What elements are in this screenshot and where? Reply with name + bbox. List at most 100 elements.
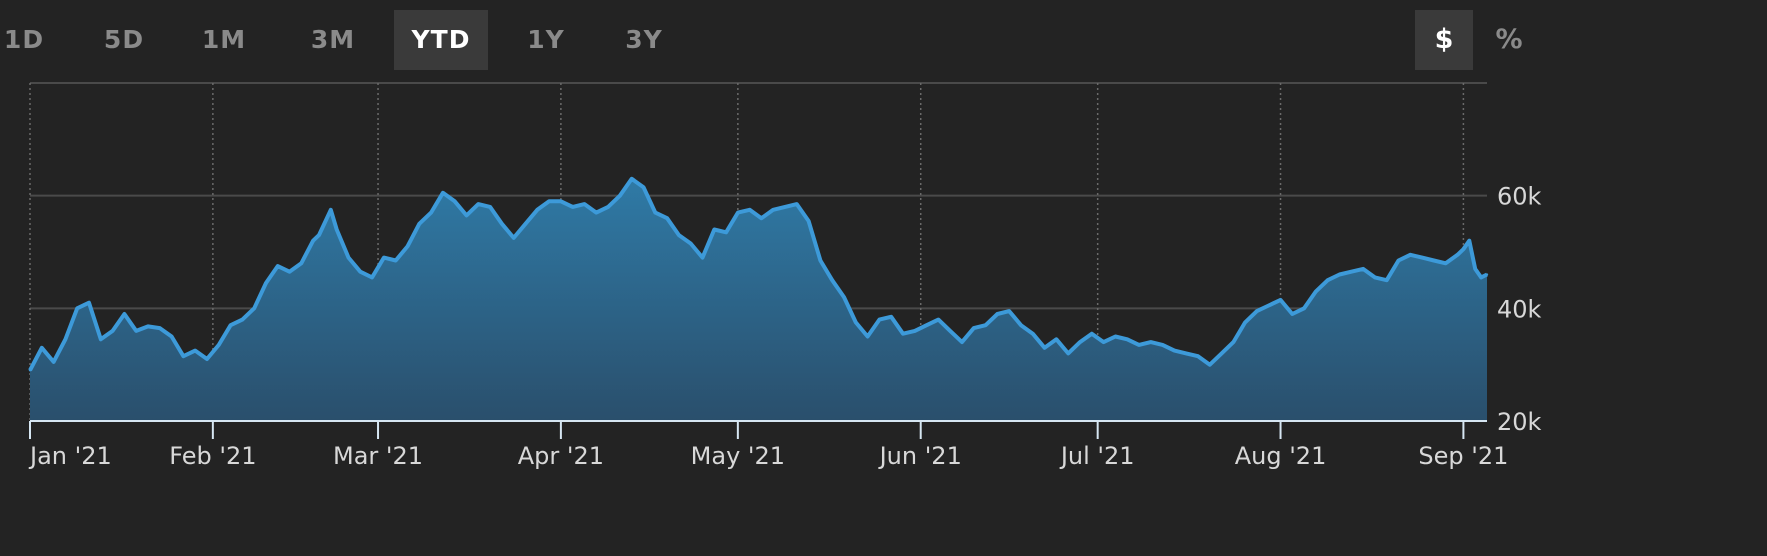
data-point [52, 360, 55, 364]
data-point [217, 343, 220, 347]
data-point [736, 211, 740, 214]
data-point [1468, 239, 1471, 242]
data-point [1114, 335, 1117, 338]
y-tick-label: 20k [1497, 408, 1542, 436]
data-points [28, 177, 1489, 372]
data-point [925, 324, 928, 327]
data-point [654, 211, 657, 214]
data-point [465, 214, 468, 217]
data-point [1361, 267, 1365, 271]
data-point [1243, 321, 1247, 324]
range-button-3m[interactable]: 3M [310, 25, 356, 54]
range-button-ytd[interactable]: YTD [394, 10, 488, 70]
data-point [241, 318, 244, 321]
data-point [1444, 262, 1447, 265]
data-point [913, 329, 917, 333]
data-point [1267, 304, 1270, 307]
range-button-1d[interactable]: 1D [3, 25, 45, 54]
data-point [1173, 349, 1176, 352]
data-point [1373, 276, 1377, 279]
data-point [193, 349, 197, 352]
range-button-1m[interactable]: 1M [201, 25, 247, 54]
data-point [606, 205, 610, 209]
data-point [1409, 253, 1412, 257]
data-point [748, 208, 751, 211]
data-point [1031, 332, 1034, 335]
data-point [1432, 259, 1436, 262]
data-point [854, 321, 858, 324]
dollar-unit-button[interactable]: $ [1415, 10, 1473, 70]
data-point [1420, 256, 1424, 259]
data-point [123, 312, 126, 316]
data-point [1125, 338, 1129, 341]
data-point [1019, 324, 1023, 327]
x-tick-label: Apr '21 [518, 442, 604, 470]
y-tick-label: 60k [1497, 183, 1542, 211]
data-point [205, 357, 209, 361]
data-point [1255, 309, 1259, 313]
x-tick-label: Jul '21 [1059, 442, 1135, 470]
data-point [1078, 340, 1082, 344]
data-point [901, 332, 905, 335]
data-point [1474, 267, 1477, 271]
data-point [1291, 312, 1294, 316]
data-point [276, 264, 279, 268]
data-point [1161, 343, 1164, 347]
data-point [477, 202, 480, 206]
data-point [1302, 307, 1306, 310]
data-point [335, 228, 338, 231]
data-point [1184, 352, 1188, 355]
data-point [665, 217, 669, 220]
data-point [64, 338, 67, 341]
data-point [311, 239, 315, 242]
data-point [996, 312, 999, 316]
data-point [382, 256, 386, 259]
data-point [317, 233, 321, 237]
data-point [595, 211, 598, 214]
data-point [406, 245, 409, 248]
data-point [288, 270, 291, 273]
range-button-5d[interactable]: 5D [103, 25, 145, 54]
data-point [760, 217, 763, 220]
data-point [500, 222, 504, 226]
y-tick-label: 40k [1497, 295, 1542, 323]
data-point [890, 315, 893, 318]
data-point [394, 259, 397, 262]
data-point [547, 200, 551, 203]
data-point [831, 278, 834, 282]
price-line [28, 176, 1488, 372]
data-point [1485, 273, 1489, 276]
data-point [1055, 338, 1058, 341]
data-point [229, 324, 232, 327]
data-point [429, 211, 433, 214]
data-point [783, 205, 787, 209]
data-point [795, 202, 799, 206]
data-point [28, 369, 32, 372]
data-point [453, 200, 456, 203]
data-point [819, 259, 822, 262]
data-point [713, 228, 716, 231]
data-point [146, 325, 150, 328]
data-point [87, 301, 91, 304]
range-button-1y[interactable]: 1Y [527, 25, 565, 54]
data-point [842, 295, 846, 299]
data-point [182, 355, 185, 358]
data-point [512, 236, 515, 240]
data-point [949, 329, 952, 333]
data-point [111, 329, 114, 333]
data-point [264, 281, 268, 285]
data-point [1090, 332, 1093, 335]
data-point [488, 205, 492, 209]
x-tick-label: Feb '21 [169, 442, 256, 470]
data-point [75, 307, 79, 310]
x-tick-label: Jun '21 [878, 442, 962, 470]
data-point [347, 256, 350, 259]
data-point [1196, 355, 1200, 358]
data-point [134, 329, 138, 333]
range-button-3y[interactable]: 3Y [625, 25, 663, 54]
data-point [701, 256, 704, 259]
percent-unit-button[interactable]: % [1495, 24, 1523, 55]
data-point [1279, 298, 1282, 302]
data-point [1137, 343, 1141, 347]
